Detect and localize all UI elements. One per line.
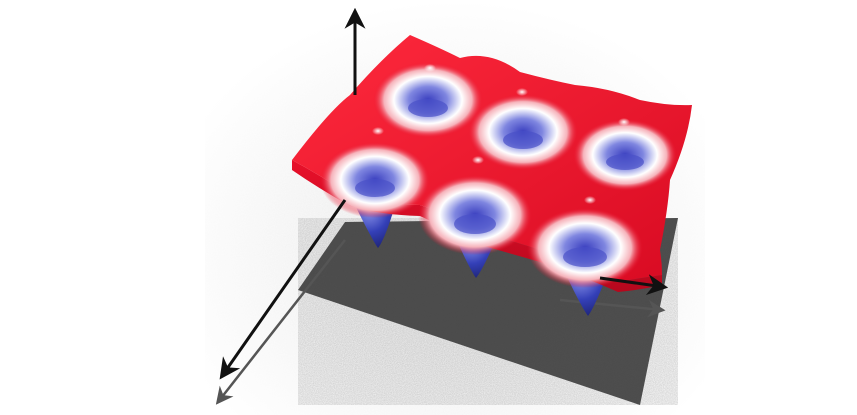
axes [219, 7, 669, 380]
well-4 [320, 142, 430, 218]
well-5 [418, 175, 532, 255]
well-grid [320, 62, 677, 288]
specular-highlights [372, 64, 630, 204]
well-6 [527, 208, 643, 288]
well-2 [468, 94, 578, 170]
well-3 [573, 119, 677, 191]
depth-axis [219, 199, 347, 380]
horizontal-axis [599, 274, 669, 296]
well-1 [373, 62, 483, 138]
